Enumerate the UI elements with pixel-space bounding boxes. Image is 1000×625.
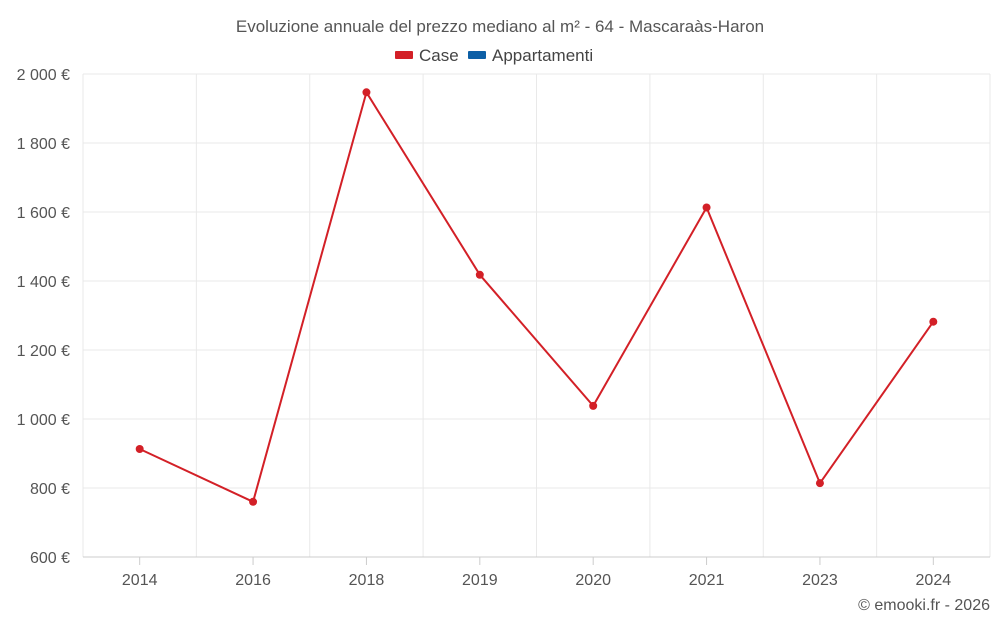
x-tick-label: 2014 [122,572,158,589]
x-tick-label: 2023 [802,572,838,589]
y-tick-label: 800 € [30,481,70,498]
x-tick-label: 2018 [349,572,385,589]
x-tick-label: 2020 [575,572,611,589]
series-case [135,88,938,506]
series-line-case [138,91,935,503]
data-point-case [475,270,484,279]
data-point-case [362,88,371,97]
legend-swatch-appartamenti [468,51,486,59]
data-point-case [702,203,711,212]
legend-label-appartamenti: Appartamenti [492,46,593,65]
data-point-case [815,479,824,488]
x-tick-label: 2024 [916,572,952,589]
y-tick-label: 2 000 € [17,67,70,84]
legend: Case Appartamenti [395,46,593,65]
x-axis: 2014 2016 2018 2019 2020 2021 2023 2024 [122,557,951,589]
legend-item-case[interactable]: Case [395,46,459,65]
data-point-case [135,445,144,454]
credit: © emooki.fr - 2026 [858,597,990,614]
y-tick-label: 1 400 € [17,274,70,291]
legend-swatch-case [395,51,413,59]
x-tick-label: 2016 [235,572,271,589]
chart-title: Evoluzione annuale del prezzo mediano al… [236,17,764,36]
y-tick-label: 1 600 € [17,205,70,222]
legend-item-appartamenti[interactable]: Appartamenti [468,46,593,65]
y-tick-label: 1 800 € [17,136,70,153]
x-tick-label: 2021 [689,572,725,589]
data-point-case [589,401,598,410]
gridlines [82,73,991,557]
y-tick-label: 1 200 € [17,343,70,360]
data-point-case [249,497,258,506]
y-axis: 600 € 800 € 1 000 € 1 200 € 1 400 € 1 600 € 1 … [17,67,70,567]
legend-label-case: Case [419,46,459,65]
y-tick-label: 1 000 € [17,412,70,429]
y-tick-label: 600 € [30,550,70,567]
data-point-case [929,317,938,326]
x-tick-label: 2019 [462,572,498,589]
